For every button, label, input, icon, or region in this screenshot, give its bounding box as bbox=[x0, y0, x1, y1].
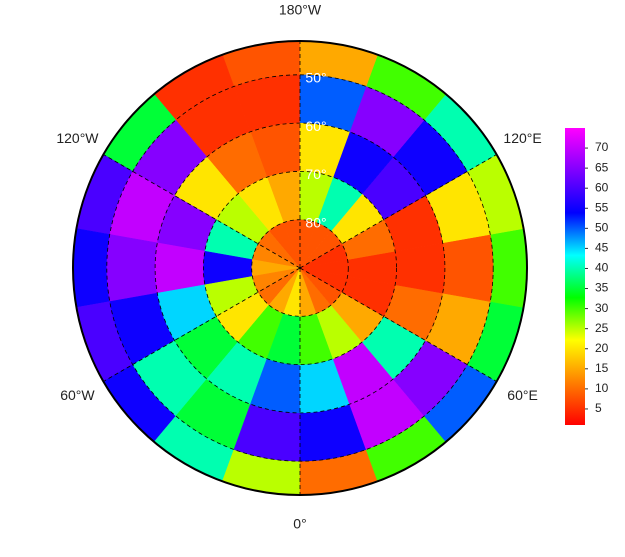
meridian-line bbox=[103, 267, 301, 382]
colorbar-tick-label: 45 bbox=[595, 241, 609, 255]
latitude-label: 70° bbox=[305, 166, 326, 182]
longitude-label: 180°W bbox=[279, 2, 322, 18]
latitude-label: 80° bbox=[305, 214, 326, 230]
data-cell bbox=[442, 234, 494, 302]
colorbar-tick-label: 15 bbox=[595, 361, 609, 375]
colorbar-tick-label: 35 bbox=[595, 281, 609, 295]
meridian-line bbox=[299, 267, 497, 382]
colorbar-tick-label: 40 bbox=[595, 261, 609, 275]
colorbar-tick-label: 25 bbox=[595, 321, 609, 335]
meridian-line bbox=[103, 154, 301, 269]
latitude-circle bbox=[251, 219, 349, 317]
latitude-circle bbox=[154, 122, 446, 414]
latitude-label: 50° bbox=[305, 70, 326, 86]
meridian-line bbox=[299, 154, 497, 269]
colorbar-tick-label: 65 bbox=[595, 160, 609, 174]
longitude-label: 60°W bbox=[60, 387, 95, 403]
colorbar-tick-label: 30 bbox=[595, 301, 609, 315]
latitude-circle bbox=[203, 171, 397, 365]
longitude-label: 120°E bbox=[503, 130, 541, 146]
colorbar-tick-label: 20 bbox=[595, 341, 609, 355]
longitude-label: 0° bbox=[293, 516, 306, 532]
latitude-circle bbox=[106, 74, 494, 462]
data-cell bbox=[154, 242, 206, 294]
data-cell bbox=[394, 242, 446, 294]
longitude-label: 60°E bbox=[507, 387, 538, 403]
colorbar bbox=[565, 128, 585, 425]
colorbar-tick-label: 10 bbox=[595, 381, 609, 395]
colorbar-tick-label: 55 bbox=[595, 200, 609, 214]
longitude-label: 120°W bbox=[56, 130, 99, 146]
colorbar-tick-label: 50 bbox=[595, 221, 609, 235]
colorbar-tick-label: 5 bbox=[595, 401, 602, 415]
colorbar-tick-label: 60 bbox=[595, 180, 609, 194]
data-cell bbox=[489, 228, 528, 308]
data-cell bbox=[72, 228, 111, 308]
data-cell bbox=[106, 234, 158, 302]
colorbar-tick-label: 70 bbox=[595, 140, 609, 154]
latitude-label: 60° bbox=[305, 118, 326, 134]
